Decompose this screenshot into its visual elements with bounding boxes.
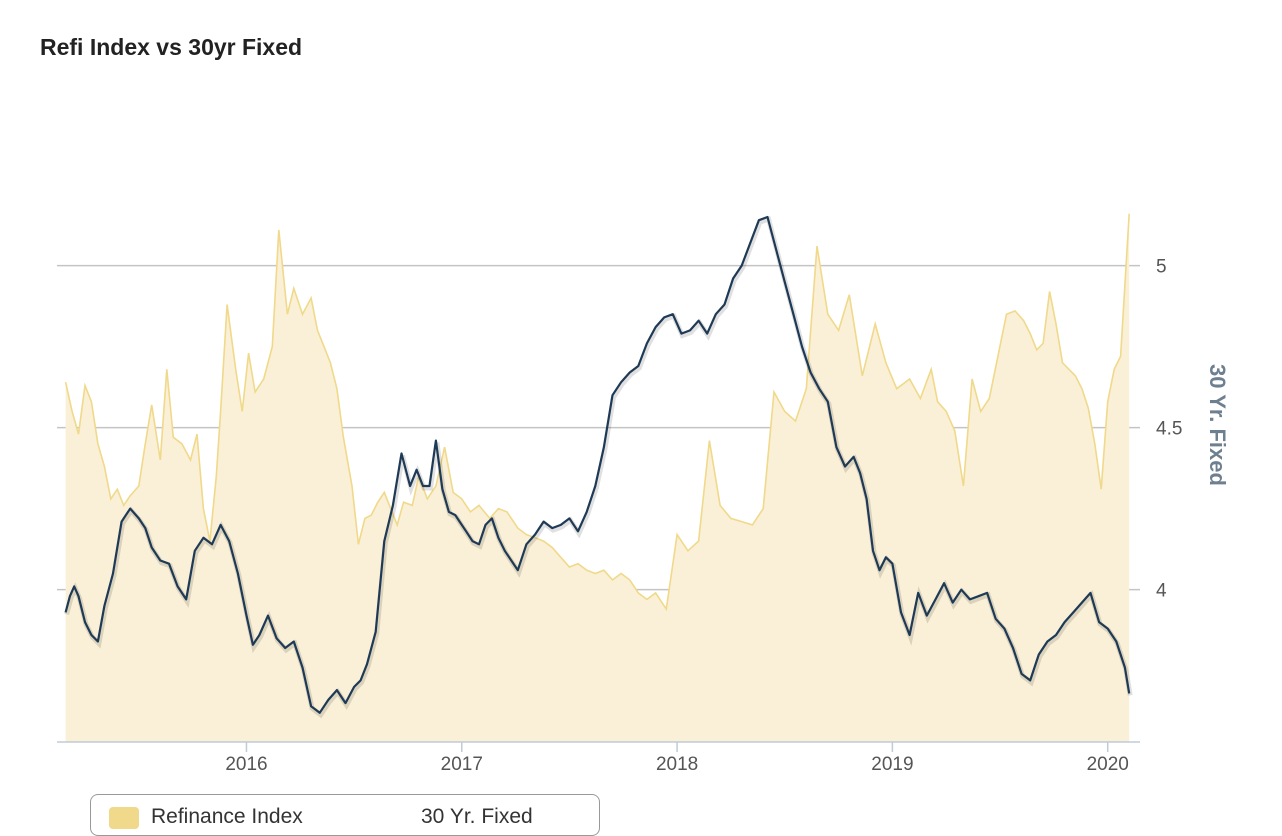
x-tick-label: 2019 [871, 754, 913, 775]
chart-title: Refi Index vs 30yr Fixed [40, 34, 303, 60]
legend-label-refinance[interactable]: Refinance Index [151, 805, 303, 828]
refinance-index-line [64, 213, 1130, 612]
area-series [64, 213, 1130, 742]
x-tick-label: 2016 [225, 754, 267, 775]
x-tick-label: 2020 [1087, 754, 1129, 775]
legend: Refinance Index 30 Yr. Fixed [90, 794, 600, 836]
x-tick-label: 2017 [441, 754, 483, 775]
refinance-index-area [65, 213, 1130, 742]
y-tick-label: 5 [1156, 257, 1167, 278]
line-series [64, 215, 1133, 719]
fixed-rate-line [64, 215, 1131, 714]
legend-label-fixed[interactable]: 30 Yr. Fixed [421, 805, 533, 828]
chart: 4 4.5 5 2016 2017 2018 2019 2020 30 Yr. Fixed [57, 213, 1230, 775]
y-tick-label: 4.5 [1156, 419, 1182, 440]
y-axis-label: 30 Yr. Fixed [1205, 364, 1230, 486]
x-tick-label: 2018 [656, 754, 698, 775]
legend-swatch-refinance[interactable] [109, 807, 139, 829]
axes: 4 4.5 5 2016 2017 2018 2019 2020 [57, 257, 1182, 775]
y-tick-label: 4 [1156, 581, 1167, 602]
